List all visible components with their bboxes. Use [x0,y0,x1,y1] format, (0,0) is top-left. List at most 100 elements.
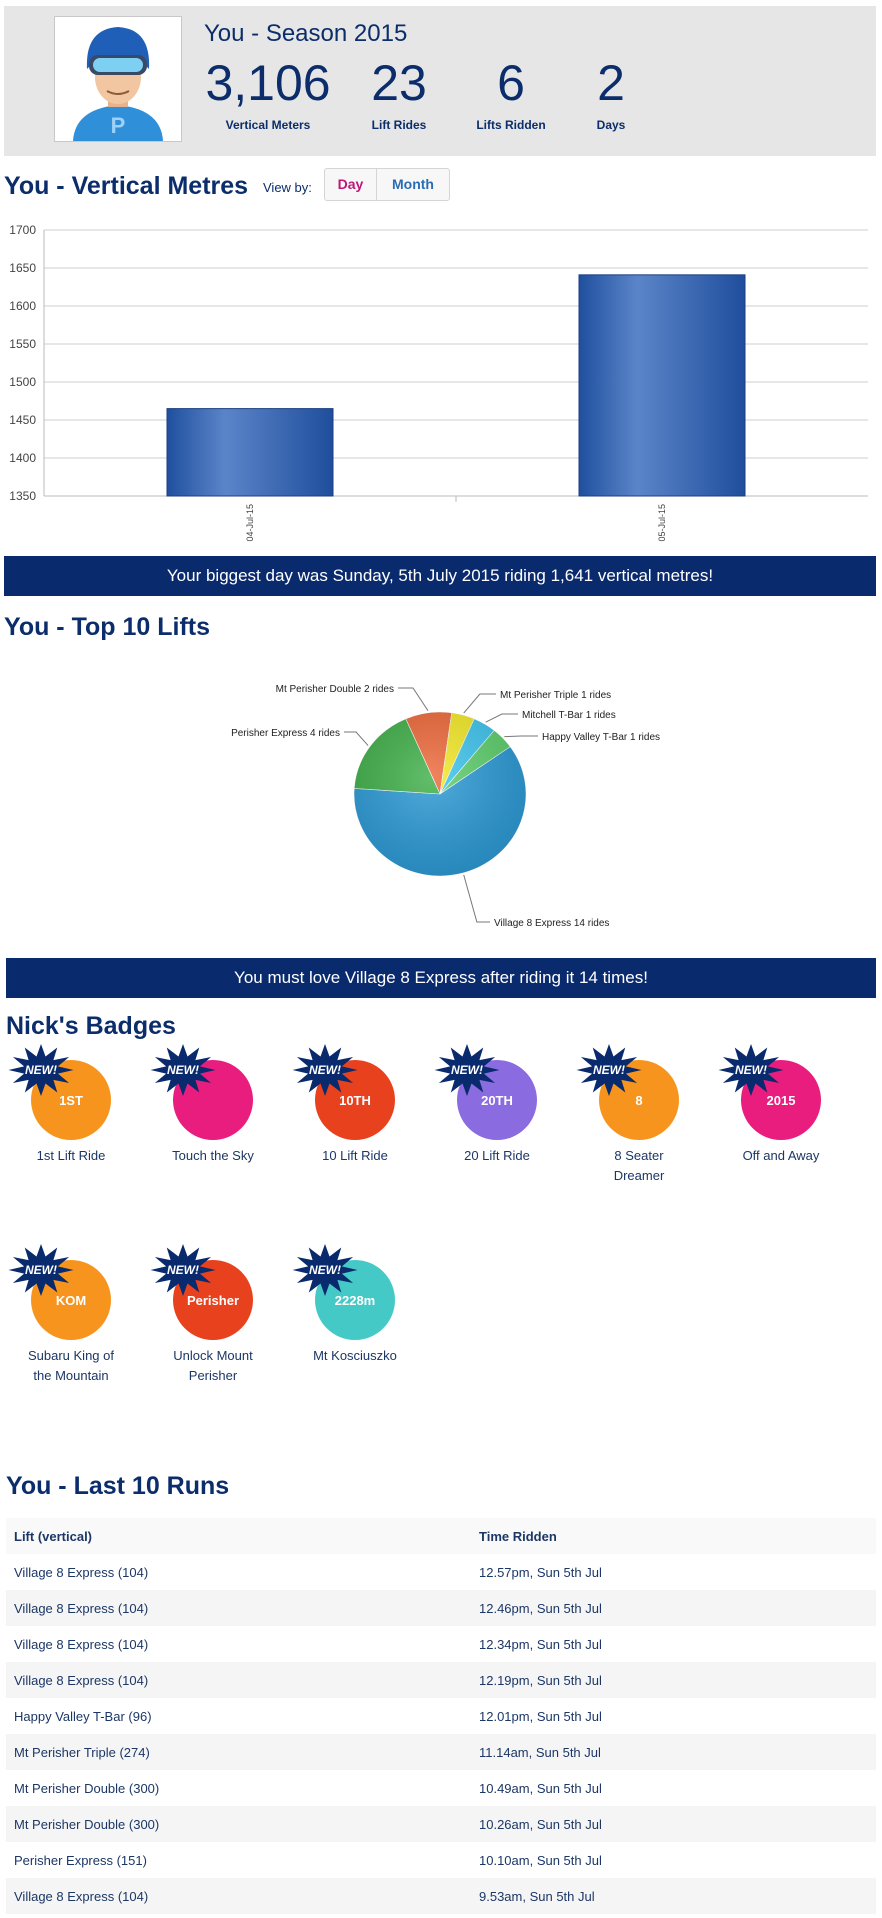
time-cell: 12.01pm, Sun 5th Jul [479,1708,602,1724]
badges-title: Nick's Badges [6,1012,176,1040]
column-header-time: Time Ridden [471,1518,876,1554]
badge-inner-text: 2228m [334,1292,376,1308]
svg-text:P: P [111,113,126,138]
stat-value: 6 [497,55,525,111]
pie-label: Mt Perisher Triple 1 rides [500,690,611,701]
new-label: NEW! [25,1263,57,1277]
table-header-row: Lift (vertical) Time Ridden [6,1518,876,1554]
last-runs-table: Lift (vertical) Time Ridden Village 8 Ex… [6,1518,876,1914]
table-row: Mt Perisher Double (300) 10.49am, Sun 5th… [6,1770,876,1806]
pie-label: Perisher Express 4 rides [231,728,340,739]
x-tick-label: 05-Jul-15 [657,504,667,542]
bar-05-Jul-15 [578,274,746,497]
badge-inner-text: Perisher [186,1292,240,1308]
mountain-icon: 2228m NEW! [292,1244,395,1340]
table-row: Village 8 Express (104) 12.19pm, Sun 5th … [6,1662,876,1698]
pie-leader-line [485,713,518,723]
badge-item: NEW! Touch the Sky [143,1044,283,1166]
lift-cell: Village 8 Express (104) [6,1662,471,1698]
pie-label: Mitchell T-Bar 1 rides [522,710,616,721]
new-burst-icon: NEW! [8,1044,74,1096]
y-tick-label: 1650 [9,261,36,275]
vertical-metres-bar-chart: 1350 1400 1450 1500 1550 1600 1650 1700 04-Jul-1… [9,223,868,542]
lift-cell: Village 8 Express (104) [14,1564,149,1580]
badge-item: 20TH NEW! 20 Lift Ride [427,1044,567,1166]
new-burst-icon: NEW! [434,1044,500,1096]
pie-label: Village 8 Express 14 rides [494,918,609,929]
new-burst-icon: NEW! [150,1244,216,1296]
badge-item: 10TH NEW! 10 Lift Ride [285,1044,425,1166]
badge-inner-text: 1ST [59,1092,83,1108]
favourite-lift-banner: You must love Village 8 Express after ri… [6,958,876,998]
badge-inner-text: 2015 [766,1092,796,1108]
pie-shading [354,712,526,876]
rainbow-cloud-icon: NEW! [150,1044,253,1140]
car-icon: 8 NEW! [576,1044,679,1140]
new-label: NEW! [735,1063,767,1077]
badge-label: Off and Away [742,1148,820,1163]
pie-leader-line [463,874,490,923]
badge-item: 2015 NEW! Off and Away [711,1044,851,1166]
lift-cell: Mt Perisher Double (300) [6,1806,471,1842]
view-by-label: View by: [263,180,312,195]
stat-days: 2 Days [576,54,646,132]
skier-avatar-icon: P [55,17,181,141]
new-burst-icon: NEW! [576,1044,642,1096]
view-by-month-button[interactable]: Month [376,168,450,201]
y-tick-label: 1400 [9,451,36,465]
stat-label: Vertical Meters [225,118,311,132]
y-tick-label: 1500 [9,375,36,389]
new-label: NEW! [167,1063,199,1077]
badge-label: 8 Seater Dreamer [613,1148,665,1183]
car-icon: KOM NEW! [8,1244,111,1340]
key-icon: Perisher NEW! [150,1244,253,1340]
badge-inner-text: 20TH [481,1092,513,1108]
lift-cell: Village 8 Express (104) [14,1636,149,1652]
vertical-metres-title: You - Vertical Metres [4,172,249,200]
new-label: NEW! [593,1063,625,1077]
time-cell: 11.14am, Sun 5th Jul [471,1734,876,1770]
view-by-day-button[interactable]: Day [324,168,377,201]
stat-lift-rides: 23 Lift Rides [354,54,444,132]
table-row: Mt Perisher Triple (274) 11.14am, Sun 5th… [6,1734,876,1770]
time-cell: 12.57pm, Sun 5th Jul [479,1564,602,1580]
new-label: NEW! [167,1263,199,1277]
lift-cell: Happy Valley T-Bar (96) [14,1708,152,1724]
badge-label: 20 Lift Ride [464,1148,530,1163]
last-runs-title: You - Last 10 Runs [6,1472,230,1500]
new-burst-icon: NEW! [150,1044,216,1096]
badge-item: 1ST NEW! 1st Lift Ride [1,1044,141,1166]
table-row: Perisher Express (151) 10.10am, Sun 5th J… [6,1842,876,1878]
lift-cell: Perisher Express (151) [14,1852,147,1868]
lift-cell: Mt Perisher Double (300) [14,1780,160,1796]
time-cell: 10.49am, Sun 5th Jul [479,1780,602,1796]
badge-label: 10 Lift Ride [322,1148,388,1163]
pie-leader-line [504,735,538,738]
pie-leader-line [463,693,496,714]
table-row: Happy Valley T-Bar (96) 12.01pm, Sun 5th … [6,1698,876,1734]
badge-inner-text: KOM [55,1292,87,1308]
time-cell: 9.53am, Sun 5th Jul [471,1878,876,1914]
lift-cell: Village 8 Express (104) [6,1878,471,1914]
pie-leader-line [398,687,429,712]
stat-value: 3,106 [205,55,331,111]
time-cell: 10.10am, Sun 5th Jul [479,1852,602,1868]
new-burst-icon: NEW! [292,1044,358,1096]
avatar: P [54,16,182,142]
chairlift-icon: 20TH NEW! [434,1044,537,1140]
table-row: Mt Perisher Double (300) 10.26am, Sun 5th… [6,1806,876,1842]
stat-label: Lift Rides [371,118,427,132]
time-cell: 12.46pm, Sun 5th Jul [471,1590,876,1626]
time-cell: 12.34pm, Sun 5th Jul [479,1636,602,1652]
time-cell: 10.26am, Sun 5th Jul [471,1806,876,1842]
pie-leader-line [344,731,369,746]
badge-label: Touch the Sky [172,1148,254,1163]
badge-label: Unlock Mount Perisher [173,1348,253,1383]
new-burst-icon: NEW! [292,1244,358,1296]
stat-label: Lifts Ridden [476,118,546,132]
table-row: Village 8 Express (104) 12.57pm, Sun 5th … [6,1554,876,1590]
badge-inner-text: 8 [635,1092,643,1108]
y-tick-label: 1350 [9,489,36,503]
top-lifts-title: You - Top 10 Lifts [4,613,211,641]
badge-item: KOM NEW! Subaru King of the Mountain [1,1244,141,1386]
